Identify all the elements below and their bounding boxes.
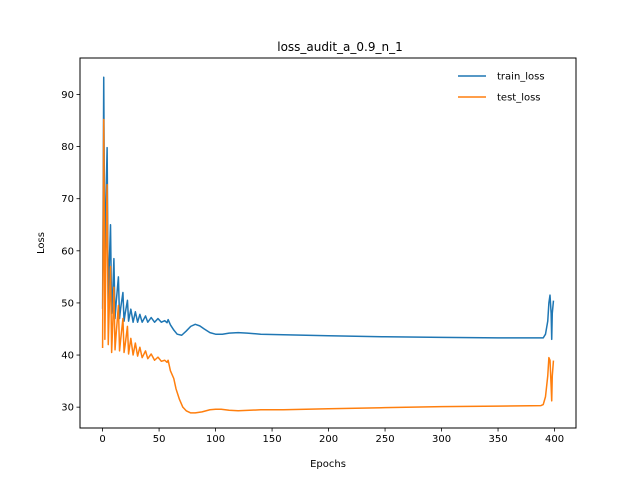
x-tick-label: 50 — [153, 434, 166, 445]
x-axis-ticks: 0 50 100 150 200 250 300 350 400 — [99, 428, 564, 445]
y-axis-ticks: 30 40 50 60 70 80 90 — [61, 90, 80, 414]
x-tick-label: 300 — [432, 434, 451, 445]
x-tick-label: 150 — [263, 434, 282, 445]
legend-label-test-loss: test_loss — [497, 93, 541, 104]
y-axis-label: Loss — [36, 232, 47, 254]
x-tick-label: 200 — [319, 434, 338, 445]
legend-label-train-loss: train_loss — [497, 72, 545, 83]
chart-title: loss_audit_a_0.9_n_1 — [277, 40, 402, 54]
legend: train_loss test_loss — [458, 72, 545, 104]
y-tick-label: 90 — [61, 90, 74, 101]
series-line-test-loss — [101, 118, 555, 414]
y-tick-label: 60 — [61, 246, 74, 257]
x-tick-label: 100 — [206, 434, 225, 445]
x-tick-label: 400 — [545, 434, 564, 445]
x-tick-label: 250 — [376, 434, 395, 445]
y-tick-label: 30 — [61, 403, 74, 414]
y-tick-label: 50 — [61, 298, 74, 309]
x-axis-label: Epochs — [310, 459, 346, 470]
x-tick-label: 350 — [488, 434, 507, 445]
x-tick-label: 0 — [99, 434, 105, 445]
y-tick-label: 40 — [61, 351, 74, 362]
y-tick-label: 70 — [61, 194, 74, 205]
axes-frame — [79, 57, 577, 429]
y-tick-label: 80 — [61, 142, 74, 153]
series-layer — [101, 76, 555, 414]
plot-area — [79, 57, 577, 429]
